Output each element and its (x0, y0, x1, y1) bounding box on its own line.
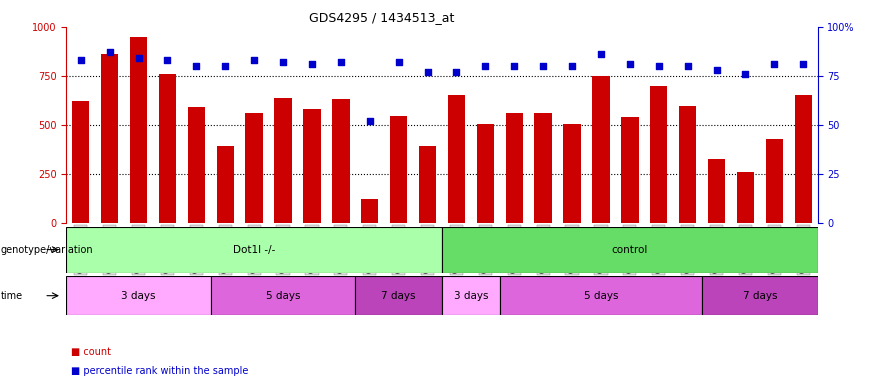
Point (160, 57, 174, 63)
Bar (766, 139, 783, 223)
Point (305, 61, 319, 67)
Bar (187, 107, 205, 223)
Bar (476, 124, 494, 223)
Text: GSM636722: GSM636722 (770, 227, 779, 273)
Text: GSM636698: GSM636698 (76, 227, 85, 273)
Point (623, 61, 637, 67)
Text: genotype/variation: genotype/variation (1, 245, 94, 255)
Text: GSM636720: GSM636720 (712, 227, 721, 273)
Point (218, 63, 232, 69)
Text: 5 days: 5 days (266, 291, 301, 301)
Bar (535, 113, 552, 223)
Text: GSM636705: GSM636705 (510, 227, 519, 273)
Point (449, 69, 463, 75)
Point (132, 55, 146, 61)
Text: GSM636717: GSM636717 (365, 227, 374, 273)
Bar (66, 227, 442, 273)
Point (594, 51, 608, 57)
Bar (419, 146, 436, 223)
Point (189, 63, 203, 69)
Point (248, 57, 262, 63)
Bar (130, 37, 148, 223)
Point (103, 49, 117, 55)
Text: GSM636718: GSM636718 (394, 227, 403, 273)
Text: 3 days: 3 days (453, 291, 488, 301)
Point (507, 63, 522, 69)
Text: GSM636702: GSM636702 (192, 227, 201, 273)
Point (767, 61, 781, 67)
Bar (101, 54, 118, 223)
Text: GSM636714: GSM636714 (625, 227, 635, 273)
Text: Dot1l -/-: Dot1l -/- (233, 245, 275, 255)
Point (565, 63, 579, 69)
Text: GSM636709: GSM636709 (278, 227, 287, 273)
Bar (679, 106, 697, 223)
Bar (592, 76, 610, 223)
Text: GSM636719: GSM636719 (423, 227, 432, 273)
Text: GSM636712: GSM636712 (568, 227, 576, 273)
Text: 7 days: 7 days (381, 291, 415, 301)
Point (738, 71, 752, 77)
Point (478, 63, 492, 69)
Bar (563, 124, 581, 223)
Bar (274, 98, 292, 223)
Text: 3 days: 3 days (121, 291, 156, 301)
Text: 5 days: 5 days (583, 291, 618, 301)
Bar (442, 276, 499, 315)
Bar (72, 101, 89, 223)
Bar (621, 117, 638, 223)
Text: GSM636699: GSM636699 (105, 227, 114, 273)
Bar (361, 199, 378, 223)
Bar (303, 109, 321, 223)
Text: GSM636723: GSM636723 (799, 227, 808, 273)
Bar (708, 159, 725, 223)
Bar (355, 276, 442, 315)
Point (796, 61, 811, 67)
Text: GSM636701: GSM636701 (163, 227, 172, 273)
Bar (66, 276, 210, 315)
Text: GSM636715: GSM636715 (654, 227, 663, 273)
Text: 7 days: 7 days (743, 291, 777, 301)
Bar (448, 95, 465, 223)
Text: GSM636706: GSM636706 (538, 227, 548, 273)
Bar (795, 95, 812, 223)
Bar (217, 146, 234, 223)
Bar (159, 74, 176, 223)
Point (334, 59, 348, 65)
Point (276, 59, 290, 65)
Bar (702, 276, 818, 315)
Text: GSM636710: GSM636710 (308, 227, 316, 273)
Point (362, 118, 377, 124)
Text: GSM636708: GSM636708 (249, 227, 259, 273)
Text: GSM636703: GSM636703 (452, 227, 461, 273)
Text: time: time (1, 291, 23, 301)
Point (536, 63, 550, 69)
Bar (442, 227, 818, 273)
Point (681, 63, 695, 69)
Text: control: control (612, 245, 648, 255)
Bar (736, 172, 754, 223)
Point (73, 57, 88, 63)
Text: GSM636716: GSM636716 (683, 227, 692, 273)
Point (710, 67, 724, 73)
Text: GSM636700: GSM636700 (134, 227, 143, 273)
Point (392, 59, 406, 65)
Bar (650, 86, 667, 223)
Text: ■ percentile rank within the sample: ■ percentile rank within the sample (71, 366, 248, 376)
Text: GSM636711: GSM636711 (336, 227, 346, 273)
Text: ■ count: ■ count (71, 347, 110, 357)
Text: GSM636707: GSM636707 (221, 227, 230, 273)
Point (421, 69, 435, 75)
Bar (390, 116, 408, 223)
Bar (332, 99, 349, 223)
Text: GSM636713: GSM636713 (597, 227, 606, 273)
Text: GSM636704: GSM636704 (481, 227, 490, 273)
Bar (246, 113, 263, 223)
Text: GSM636721: GSM636721 (741, 227, 750, 273)
Bar (499, 276, 702, 315)
Bar (506, 113, 523, 223)
Point (652, 63, 666, 69)
Title: GDS4295 / 1434513_at: GDS4295 / 1434513_at (309, 11, 454, 24)
Bar (210, 276, 355, 315)
